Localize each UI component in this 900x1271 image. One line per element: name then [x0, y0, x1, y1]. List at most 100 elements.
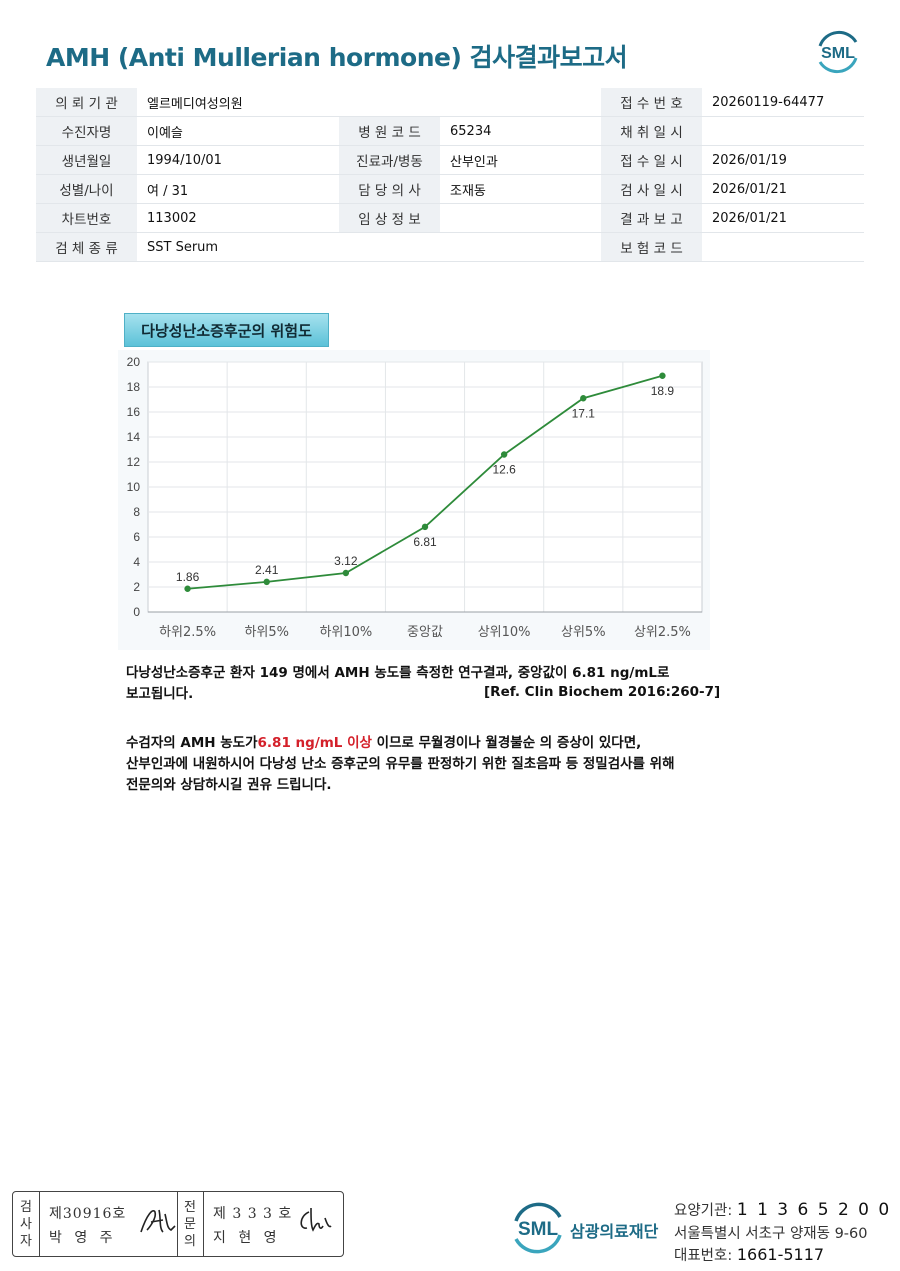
organization-name: 삼광의료재단 — [570, 1222, 659, 1241]
signature-box: 검 사 자 제30916호 박 영 주 전 문 의 제 3 3 3 호 지 현 … — [12, 1191, 344, 1257]
info-label: 임 상 정 보 — [339, 203, 440, 233]
info-value: 2026/01/21 — [702, 174, 864, 204]
info-value: 2026/01/19 — [702, 145, 864, 175]
info-label: 차트번호 — [36, 203, 137, 233]
recommendation-highlight: 6.81 ng/mL 이상 — [257, 735, 372, 751]
data-point — [421, 523, 429, 531]
info-label: 담 당 의 사 — [339, 174, 440, 204]
data-point — [184, 585, 191, 592]
data-label: 18.9 — [651, 384, 675, 398]
info-value: 65234 — [440, 116, 601, 146]
reference-citation: [Ref. Clin Biochem 2016:260-7] — [484, 684, 721, 700]
recommendation-line3: 전문의와 상담하시길 권유 드립니다. — [126, 777, 332, 793]
study-note-line1: 다낭성난소증후군 환자 149 명에서 AMH 농도를 측정한 연구결과, 중앙… — [126, 665, 670, 681]
footer-logo-text: SML — [518, 1219, 559, 1240]
info-row: 검 체 종 류 SST Serum 보 험 코 드 — [36, 232, 864, 262]
info-label: 성별/나이 — [36, 174, 137, 204]
examiner-label: 검 사 자 — [13, 1192, 40, 1256]
x-tick-label: 중앙값 — [407, 625, 443, 640]
specialist-license-no: 제 3 3 3 호 — [213, 1206, 293, 1222]
recommendation-pre: 수검자의 AMH 농도가 — [126, 735, 258, 751]
info-label — [339, 232, 440, 262]
x-tick-label: 하위2.5% — [159, 625, 216, 640]
chart-title: 다낭성난소증후군의 위험도 — [124, 313, 329, 347]
info-value: 엘르메디여성의원 — [137, 88, 339, 117]
info-label: 보 험 코 드 — [601, 232, 702, 262]
info-row: 차트번호 113002 임 상 정 보 결 과 보 고 2026/01/21 — [36, 203, 864, 233]
info-label: 접 수 번 호 — [601, 88, 702, 117]
y-tick-label: 10 — [127, 480, 141, 494]
data-label: 3.12 — [334, 554, 358, 568]
data-point — [659, 372, 666, 379]
recommendation-post: 이므로 무월경이나 월경불순 의 증상이 있다면, — [371, 735, 642, 751]
y-tick-label: 14 — [127, 430, 141, 444]
y-tick-label: 8 — [133, 505, 140, 519]
info-label: 생년월일 — [36, 145, 137, 175]
specialist-signature-icon — [300, 1207, 332, 1232]
info-value: 113002 — [137, 203, 339, 233]
data-point — [500, 451, 508, 458]
report-title: AMH (Anti Mullerian hormone) 검사결과보고서 — [46, 43, 628, 72]
risk-line-chart: 0 2 4 6 8 10 12 14 16 18 20 하위2.5% 하위5% 하위10% 중앙값 상위10%… — [118, 350, 710, 650]
y-tick-label: 0 — [133, 605, 140, 619]
info-value: 조재동 — [440, 174, 601, 204]
data-label: 17.1 — [572, 406, 596, 420]
x-tick-label: 상위2.5% — [634, 625, 691, 640]
info-row: 성별/나이 여 / 31 담 당 의 사 조재동 검 사 일 시 2026/01/21 — [36, 174, 864, 204]
info-row: 의 뢰 기 관 엘르메디여성의원 접 수 번 호 20260119-64477 — [36, 88, 864, 117]
y-tick-label: 6 — [133, 530, 140, 544]
info-value: 여 / 31 — [137, 174, 339, 204]
info-value — [702, 232, 864, 262]
sml-footer-logo-icon: SML — [514, 1202, 562, 1254]
info-label: 결 과 보 고 — [601, 203, 702, 233]
info-value: 2026/01/21 — [702, 203, 864, 233]
info-label: 검 체 종 류 — [36, 232, 137, 262]
sml-logo-icon: SML — [818, 30, 858, 74]
y-tick-label: 16 — [127, 405, 141, 419]
examiner-signature-icon — [140, 1209, 176, 1233]
info-value: 1994/10/01 — [137, 145, 339, 175]
study-note-line2: 보고됩니다. — [126, 686, 194, 702]
x-tick-label: 하위10% — [319, 625, 372, 640]
specialist-label: 전 문 의 — [177, 1192, 204, 1256]
address: 서울특별시 서초구 양재동 9-60 — [674, 1226, 868, 1242]
y-tick-label: 4 — [133, 555, 140, 569]
info-value — [702, 116, 864, 146]
recommendation-line2: 산부인과에 내원하시어 다낭성 난소 증후군의 유무를 판정하기 위한 질초음파… — [126, 756, 675, 772]
sml-logo-text: SML — [821, 45, 855, 62]
info-value — [440, 88, 601, 117]
risk-chart: 0 2 4 6 8 10 12 14 16 18 20 하위2.5% 하위5% 하위10% 중앙값 상위10%… — [118, 350, 710, 650]
examiner-license-no: 제30916호 — [49, 1206, 127, 1222]
x-tick-label: 하위5% — [244, 625, 289, 640]
info-label: 접 수 일 시 — [601, 145, 702, 175]
data-label: 2.41 — [255, 563, 279, 577]
specialist-name: 지 현 영 — [213, 1230, 281, 1246]
examiner-name: 박 영 주 — [49, 1230, 117, 1246]
data-point — [580, 395, 587, 402]
info-label: 검 사 일 시 — [601, 174, 702, 204]
phone-number: 대표번호: 1661-5117 — [674, 1245, 825, 1264]
data-point — [342, 569, 350, 577]
x-tick-label: 상위5% — [561, 625, 606, 640]
data-label: 12.6 — [492, 463, 516, 477]
info-value: 이예슬 — [137, 116, 339, 146]
info-row: 수진자명 이예슬 병 원 코 드 65234 채 취 일 시 — [36, 116, 864, 146]
recommendation-line1: 수검자의 AMH 농도가6.81 ng/mL 이상 이므로 무월경이나 월경불순… — [126, 733, 641, 754]
info-label: 병 원 코 드 — [339, 116, 440, 146]
info-row: 생년월일 1994/10/01 진료과/병동 산부인과 접 수 일 시 2026/01/1… — [36, 145, 864, 175]
y-tick-label: 20 — [127, 355, 141, 369]
info-value: 산부인과 — [440, 145, 601, 175]
info-label: 진료과/병동 — [339, 145, 440, 175]
info-value: 20260119-64477 — [702, 88, 864, 117]
data-label: 6.81 — [413, 535, 437, 549]
info-label — [339, 88, 440, 117]
data-label: 1.86 — [176, 570, 200, 584]
info-value — [440, 232, 601, 262]
y-tick-label: 12 — [127, 455, 141, 469]
patient-info-table: 의 뢰 기 관 엘르메디여성의원 접 수 번 호 20260119-64477 수진자명… — [36, 88, 864, 262]
data-point — [263, 578, 270, 586]
info-label: 의 뢰 기 관 — [36, 88, 137, 117]
info-value: SST Serum — [137, 232, 339, 262]
y-tick-label: 2 — [133, 580, 140, 594]
info-label: 채 취 일 시 — [601, 116, 702, 146]
